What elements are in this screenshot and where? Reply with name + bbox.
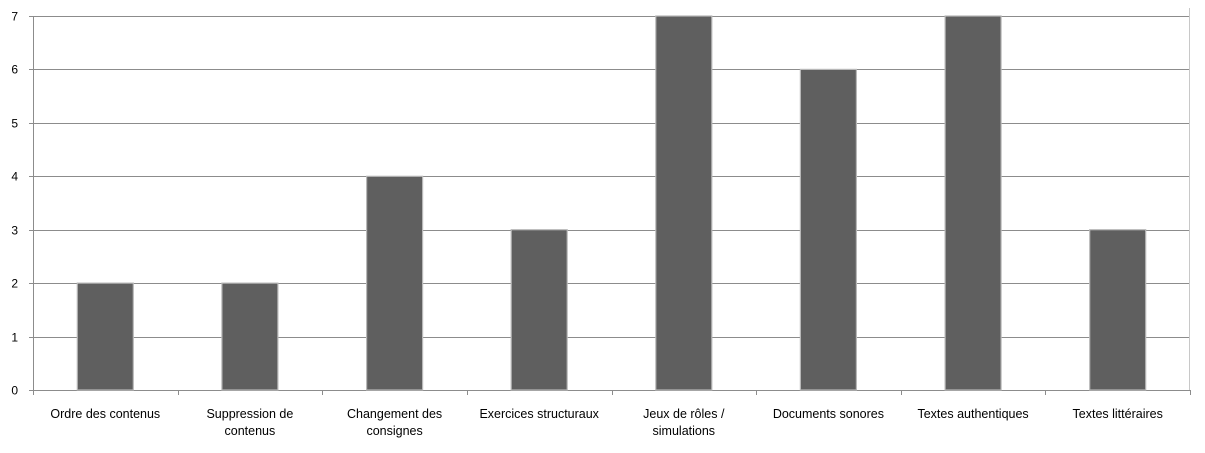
bar xyxy=(799,68,858,391)
y-tick-label: 1 xyxy=(11,331,18,345)
bar xyxy=(221,282,279,391)
x-tick-label: consignes xyxy=(366,424,422,438)
bar xyxy=(510,229,568,391)
x-tick-label: contenus xyxy=(225,424,276,438)
x-tick-label: Textes littéraires xyxy=(1073,407,1163,421)
y-tick-label: 5 xyxy=(11,117,18,131)
x-tick-label: Changement des xyxy=(347,407,442,421)
x-tick-label: Exercices structuraux xyxy=(479,407,599,421)
y-tick-label: 3 xyxy=(11,224,18,238)
bar xyxy=(944,15,1002,391)
x-tick-label: Documents sonores xyxy=(773,407,884,421)
grid-layer xyxy=(29,8,1191,395)
bar xyxy=(1089,229,1147,391)
x-tick-label: simulations xyxy=(653,424,716,438)
x-axis: Ordre des contenus Suppression de contenus… xyxy=(50,407,1162,438)
bar-series xyxy=(76,15,1147,391)
y-tick-label: 4 xyxy=(11,170,18,184)
bar xyxy=(655,15,713,391)
x-tick-label: Ordre des contenus xyxy=(50,407,160,421)
y-tick-label: 2 xyxy=(11,277,18,291)
x-tick-label: Suppression de xyxy=(206,407,293,421)
y-tick-label: 7 xyxy=(11,10,18,24)
bar xyxy=(76,282,134,391)
y-tick-label: 0 xyxy=(11,384,18,398)
y-tick-label: 6 xyxy=(11,63,18,77)
x-tick-label: Jeux de rôles / xyxy=(643,407,725,421)
x-tick-label: Textes authentiques xyxy=(917,407,1028,421)
bar xyxy=(366,175,424,391)
y-axis: 0 1 2 3 4 5 6 7 xyxy=(11,10,18,398)
